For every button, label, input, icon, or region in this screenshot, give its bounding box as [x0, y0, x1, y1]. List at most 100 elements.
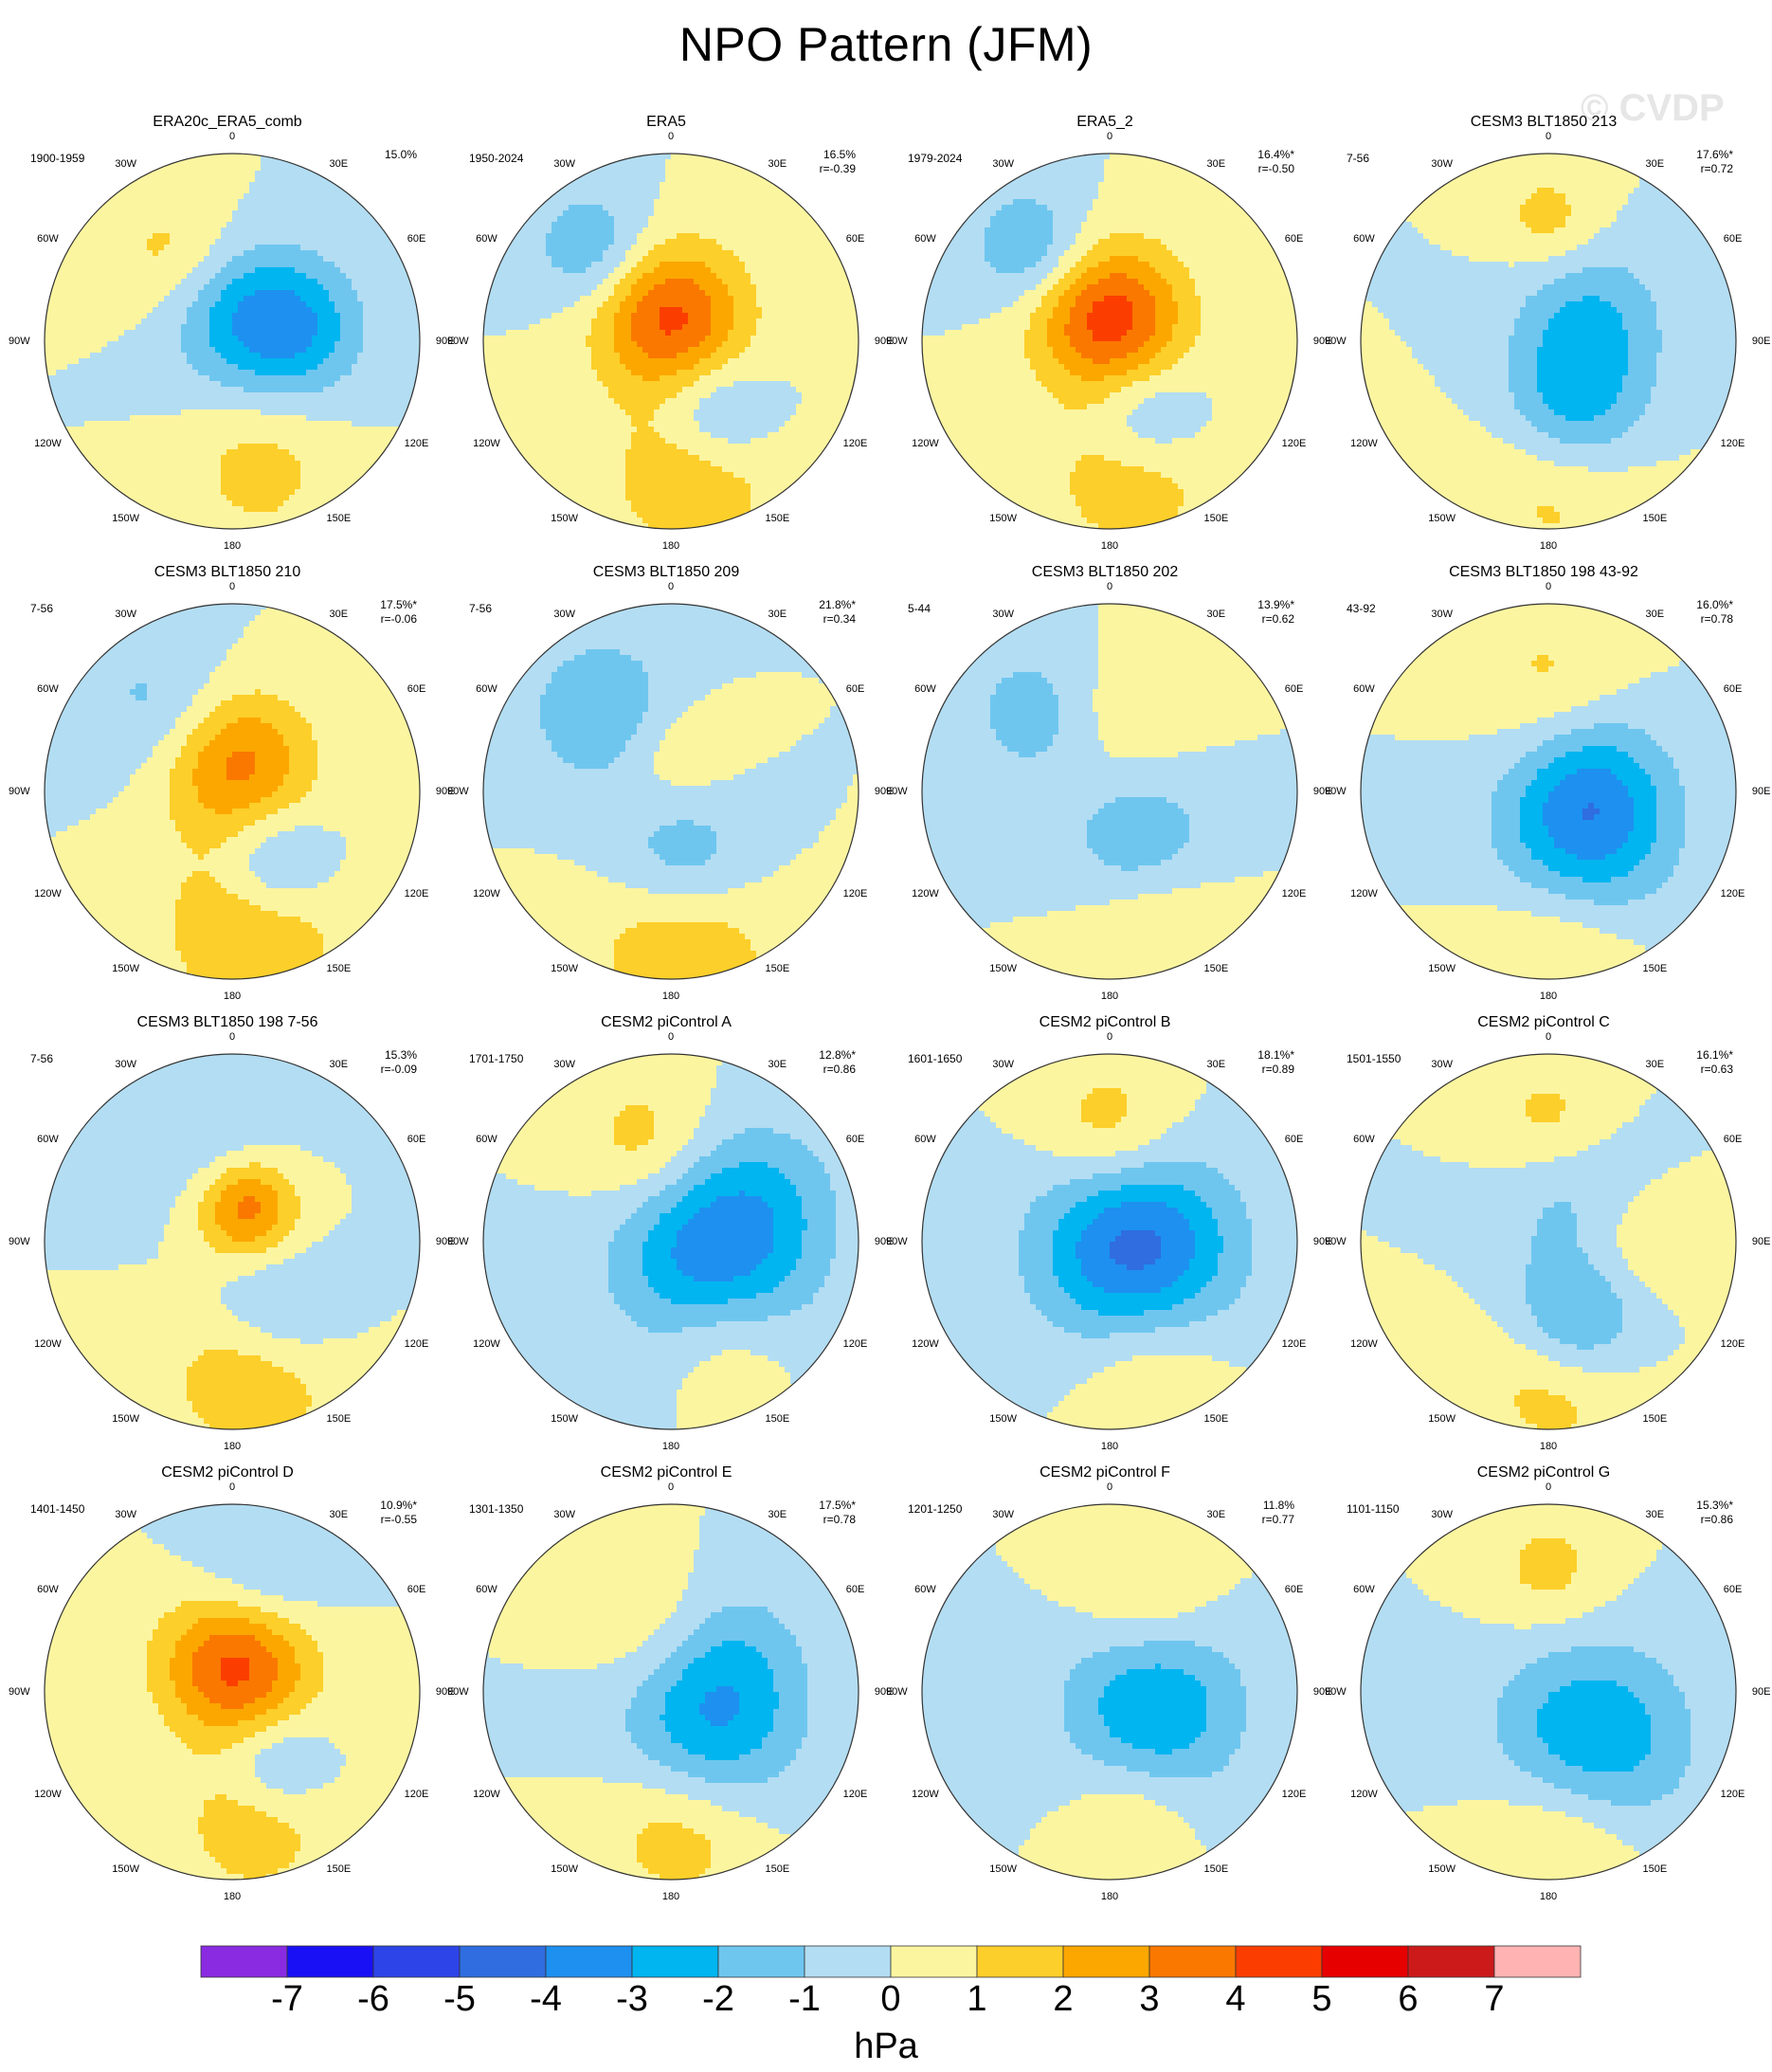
- longitude-label: 150E: [1642, 513, 1667, 524]
- longitude-label: 90E: [1313, 336, 1332, 347]
- colorbar-tick-label: 0: [880, 1979, 900, 2020]
- slp-anomaly-field: [45, 154, 420, 529]
- panel-title: ERA5_2: [896, 114, 1313, 131]
- map-panel: CESM2 piControl B 1601-1650 18.1%* r=0.89 18…: [886, 1014, 1331, 1460]
- panel-title: CESM2 piControl D: [19, 1464, 436, 1481]
- panel-period: 7-56: [469, 602, 492, 615]
- colorbar-tick-label: 4: [1225, 1979, 1245, 2020]
- polar-map: [482, 1053, 859, 1430]
- longitude-label: 150W: [551, 1863, 578, 1875]
- longitude-label: 90W: [1325, 336, 1347, 347]
- slp-anomaly-field: [45, 1054, 420, 1429]
- panel-correlation: r=0.72: [1701, 162, 1733, 175]
- map-boundary: [44, 603, 421, 980]
- longitude-label: 30W: [992, 1059, 1014, 1070]
- slp-anomaly-field: [483, 1054, 859, 1429]
- longitude-label: 90E: [1313, 786, 1332, 797]
- longitude-label: 180: [1101, 1891, 1118, 1902]
- colorbar-tick-label: -7: [271, 1979, 303, 2020]
- map-panel: CESM2 piControl G 1101-1150 15.3%* r=0.86 18…: [1325, 1464, 1770, 1910]
- longitude-label: 150E: [326, 963, 351, 974]
- polar-map: [1360, 1053, 1737, 1430]
- map-panel: ERA5_2 1979-2024 16.4%* r=-0.50 180 150W 150E 1…: [886, 114, 1331, 559]
- panel-variance-explained: 15.3%*: [1696, 1499, 1733, 1512]
- panel-title: ERA5: [458, 114, 875, 131]
- panel-variance-explained: 17.5%*: [819, 1499, 856, 1512]
- longitude-label: 0: [1107, 131, 1112, 142]
- longitude-label: 60W: [476, 1134, 497, 1145]
- longitude-label: 60W: [476, 233, 497, 245]
- colorbar-swatch: [631, 1945, 719, 1978]
- longitude-label: 180: [1540, 991, 1557, 1002]
- longitude-label: 60W: [914, 1584, 936, 1595]
- longitude-label: 30W: [553, 1509, 575, 1520]
- polar-map: [482, 603, 859, 980]
- panel-title: CESM2 piControl E: [458, 1464, 875, 1481]
- longitude-label: 180: [662, 1441, 679, 1452]
- longitude-label: 120E: [843, 888, 868, 900]
- longitude-label: 30W: [553, 158, 575, 170]
- longitude-label: 180: [224, 1441, 241, 1452]
- polar-map: [1360, 153, 1737, 530]
- cvdp-watermark: © CVDP: [1581, 87, 1725, 130]
- longitude-label: 150E: [1203, 1863, 1228, 1875]
- longitude-label: 90W: [9, 1686, 30, 1698]
- panel-variance-explained: 17.5%*: [380, 598, 417, 611]
- longitude-label: 120W: [912, 438, 939, 449]
- longitude-label: 150E: [326, 513, 351, 524]
- longitude-label: 0: [229, 581, 235, 592]
- map-panel: CESM2 piControl D 1401-1450 10.9%* r=-0.55 1…: [9, 1464, 454, 1910]
- longitude-label: 180: [1101, 1441, 1118, 1452]
- panel-correlation: r=0.78: [823, 1513, 856, 1526]
- longitude-label: 120W: [912, 1789, 939, 1800]
- longitude-label: 90W: [886, 336, 908, 347]
- panel-correlation: r=0.34: [823, 612, 856, 626]
- panel-period: 1501-1550: [1347, 1052, 1401, 1065]
- colorbar-tick-label: 6: [1398, 1979, 1418, 2020]
- longitude-label: 90E: [436, 1236, 455, 1247]
- longitude-label: 30E: [1207, 609, 1226, 620]
- longitude-label: 30W: [1431, 1509, 1453, 1520]
- longitude-label: 90W: [9, 786, 30, 797]
- longitude-label: 90W: [886, 1236, 908, 1247]
- colorbar-swatch: [717, 1945, 805, 1978]
- panel-correlation: r=0.77: [1262, 1513, 1294, 1526]
- panel-period: 7-56: [30, 602, 53, 615]
- colorbar-swatch: [976, 1945, 1064, 1978]
- longitude-label: 120E: [1721, 888, 1745, 900]
- longitude-label: 180: [1101, 991, 1118, 1002]
- longitude-label: 150W: [1428, 513, 1456, 524]
- map-boundary: [921, 1503, 1298, 1881]
- slp-anomaly-field: [1361, 154, 1736, 529]
- colorbar-swatch: [1235, 1945, 1323, 1978]
- longitude-label: 90E: [875, 336, 894, 347]
- longitude-label: 60E: [846, 1134, 865, 1145]
- panel-variance-explained: 21.8%*: [819, 598, 856, 611]
- longitude-label: 120W: [34, 888, 62, 900]
- polar-map: [482, 1503, 859, 1881]
- map-panel: CESM3 BLT1850 198 43-92 43-92 16.0%* r=0.78…: [1325, 564, 1770, 1009]
- longitude-label: 180: [224, 1891, 241, 1902]
- slp-anomaly-field: [1361, 604, 1736, 979]
- map-boundary: [1360, 1503, 1737, 1881]
- slp-anomaly-field: [1361, 1504, 1736, 1880]
- panel-correlation: r=0.86: [1701, 1513, 1733, 1526]
- longitude-label: 30E: [1207, 158, 1226, 170]
- panel-correlation: r=0.78: [1701, 612, 1733, 626]
- longitude-label: 150W: [989, 1413, 1017, 1425]
- longitude-label: 60E: [846, 683, 865, 695]
- panel-correlation: r=-0.09: [381, 1063, 417, 1076]
- longitude-label: 150W: [112, 1863, 139, 1875]
- longitude-label: 60W: [37, 1584, 59, 1595]
- longitude-label: 30W: [553, 1059, 575, 1070]
- longitude-label: 180: [662, 1891, 679, 1902]
- longitude-label: 120E: [405, 1338, 429, 1350]
- longitude-label: 120E: [1282, 888, 1307, 900]
- panel-title: CESM2 piControl A: [458, 1014, 875, 1031]
- colorbar-tick-label: 2: [1053, 1979, 1073, 2020]
- panel-title: CESM2 piControl G: [1335, 1464, 1752, 1481]
- colorbar-tick-label: -3: [616, 1979, 648, 2020]
- longitude-label: 90E: [436, 1686, 455, 1698]
- panel-period: 1601-1650: [908, 1052, 962, 1065]
- colorbar-swatch: [1062, 1945, 1150, 1978]
